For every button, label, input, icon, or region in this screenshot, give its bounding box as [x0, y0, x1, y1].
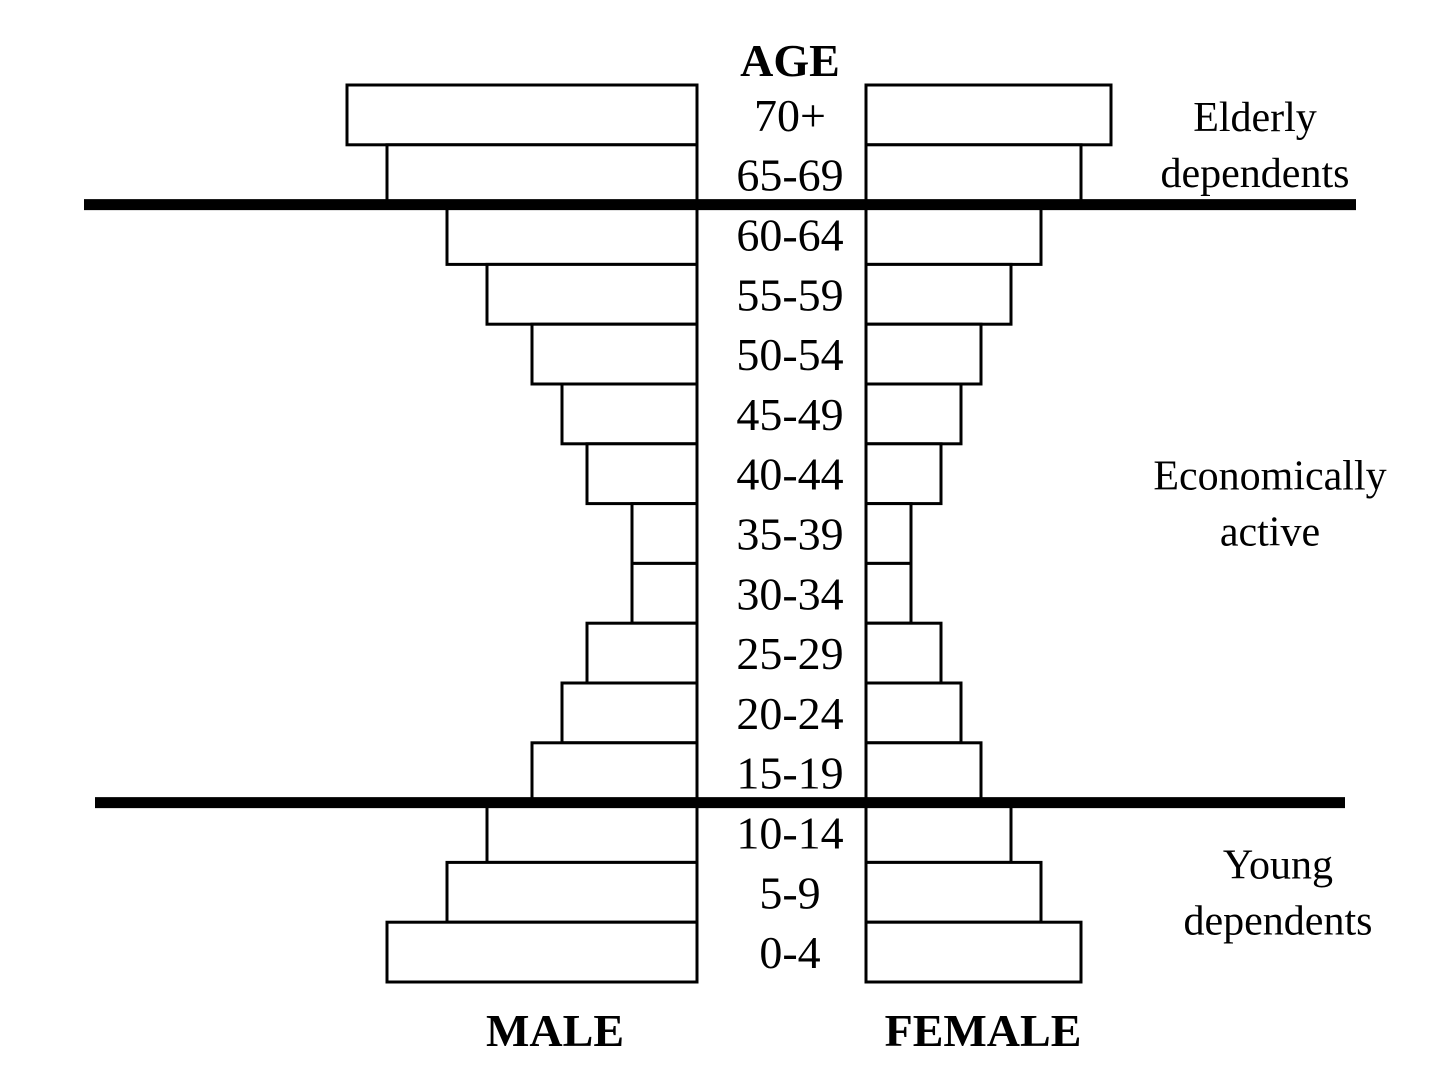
female-bar-0-4	[864, 920, 1083, 984]
male-bar-25-29	[585, 621, 699, 685]
group-label-elderly-dependents-line-2: dependents	[1161, 151, 1350, 197]
female-bar-40-44	[864, 442, 943, 506]
female-bar-65-69	[864, 143, 1083, 207]
group-label-economically-active-line-2: active	[1220, 510, 1320, 556]
female-bar-20-24	[864, 681, 963, 745]
female-bar-15-19	[864, 741, 983, 805]
male-bar-55-59	[485, 262, 699, 326]
age-label-70: 70+	[754, 90, 826, 141]
male-axis-label: MALE	[486, 1005, 624, 1056]
male-bar-65-69	[385, 143, 699, 207]
age-labels-layer: 70+ 65-69 60-64 55-59 50-54 45-49 40-44 35-39 30…	[736, 90, 843, 978]
age-label-45-49: 45-49	[736, 389, 843, 440]
male-bar-35-39	[630, 502, 699, 565]
age-label-40-44: 40-44	[736, 449, 843, 500]
age-label-20-24: 20-24	[736, 688, 843, 739]
group-label-young-dependents-line-2: dependents	[1184, 898, 1373, 944]
female-axis-label: FEMALE	[885, 1005, 1082, 1056]
age-label-50-54: 50-54	[736, 329, 843, 380]
age-label-10-14: 10-14	[736, 808, 843, 859]
age-label-55-59: 55-59	[736, 269, 843, 320]
male-bar-60-64	[445, 203, 699, 266]
male-bar-40-44	[585, 442, 699, 506]
female-bar-25-29	[864, 621, 943, 685]
female-bar-55-59	[864, 262, 1013, 326]
male-bar-10-14	[485, 801, 699, 864]
age-label-0-4: 0-4	[759, 927, 820, 978]
male-bar-30-34	[630, 561, 699, 625]
female-bar-10-14	[864, 801, 1013, 864]
male-bar-5-9	[445, 860, 699, 924]
male-bar-70	[345, 83, 699, 147]
group-label-elderly-dependents-line-1: Elderly	[1193, 95, 1317, 141]
age-axis-title: AGE	[740, 35, 840, 86]
female-bar-35-39	[864, 502, 913, 565]
male-bar-15-19	[530, 741, 699, 805]
male-bar-20-24	[560, 681, 699, 745]
age-label-5-9: 5-9	[759, 867, 820, 918]
age-label-35-39: 35-39	[736, 509, 843, 560]
age-label-30-34: 30-34	[736, 568, 843, 619]
male-bar-50-54	[530, 322, 699, 386]
age-label-60-64: 60-64	[736, 210, 843, 261]
group-labels-layer: Elderly dependents Economically active Young…	[1153, 95, 1386, 944]
age-label-65-69: 65-69	[736, 150, 843, 201]
female-bar-5-9	[864, 860, 1043, 924]
group-label-economically-active-line-1: Economically	[1153, 454, 1386, 500]
female-bar-45-49	[864, 382, 963, 446]
age-label-15-19: 15-19	[736, 748, 843, 799]
age-label-25-29: 25-29	[736, 628, 843, 679]
female-bar-70	[864, 83, 1113, 147]
male-bar-45-49	[560, 382, 699, 446]
female-bar-50-54	[864, 322, 983, 386]
bars-layer	[345, 83, 1113, 984]
female-bar-60-64	[864, 203, 1043, 266]
female-bar-30-34	[864, 561, 913, 625]
group-label-young-dependents-line-1: Young	[1223, 842, 1333, 888]
dividers-layer	[84, 199, 1356, 809]
male-bar-0-4	[385, 920, 699, 984]
